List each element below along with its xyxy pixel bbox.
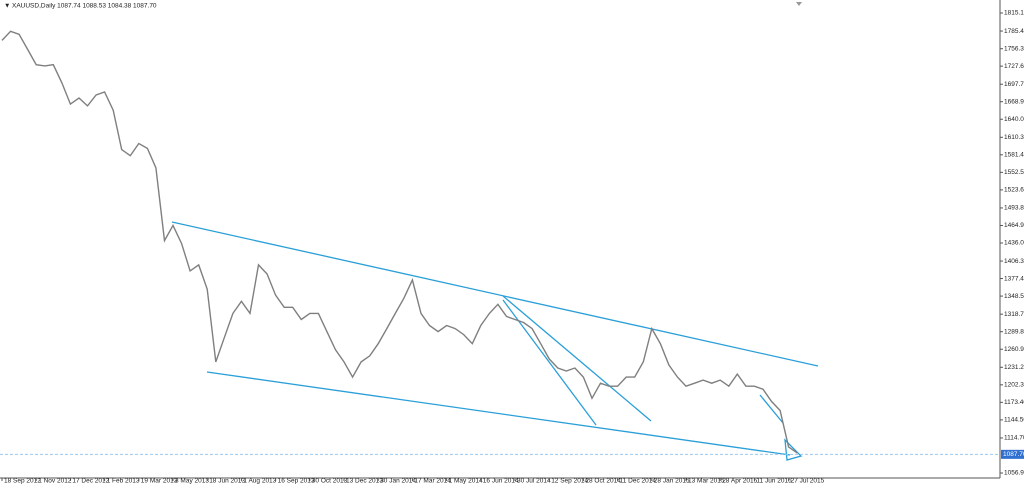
x-tick-label: 28 Apr 2015	[722, 478, 757, 485]
y-tick-label: 1436.05	[1004, 240, 1024, 247]
y-tick-label: 1144.50	[1004, 417, 1024, 424]
x-tick-label: 28 Jan 2015	[654, 478, 690, 485]
x-tick-label: 1 Nov 2012	[38, 478, 72, 485]
x-tick-label: 17 Dec 2012	[72, 478, 109, 485]
upper-channel-line	[171, 221, 819, 367]
x-tick-label: 30 Jan 2014	[380, 478, 416, 485]
x-tick-label: 13 Dec 2013	[346, 478, 383, 485]
triangle-pattern	[784, 438, 803, 461]
current-price-label: 1087.70	[1003, 451, 1024, 458]
lower-channel-line	[206, 371, 791, 456]
y-tick-label: 1406.30	[1004, 258, 1024, 265]
x-tick-label: 1 Aug 2013	[243, 478, 276, 485]
x-tick-label: 30 Jul 2014	[517, 478, 551, 485]
y-tick-label: 1173.40	[1004, 399, 1024, 406]
y-tick-label: 1464.95	[1004, 222, 1024, 229]
x-tick-label: 1 May 2014	[449, 478, 483, 485]
y-tick-label: 1289.85	[1004, 328, 1024, 335]
y-tick-label: 1581.45	[1004, 152, 1024, 159]
title-arrow: ▼	[4, 3, 10, 10]
y-tick-label: 1377.45	[1004, 275, 1024, 282]
x-tick-label: 30 Oct 2013	[312, 478, 348, 485]
y-tick-label: 1056.95	[1004, 470, 1024, 477]
y-tick-label: 1493.85	[1004, 205, 1024, 212]
x-tick-label: 16 Sep 2013	[278, 478, 315, 485]
short-line	[759, 394, 784, 424]
y-tick-label: 1552.50	[1004, 169, 1024, 176]
x-tick-label: 18 Sep 2012	[4, 478, 41, 485]
x-tick-label: 1 Feb 2013	[107, 478, 140, 485]
x-tick-label: 13 Mar 2015	[688, 478, 725, 485]
current-price-box	[1001, 449, 1024, 459]
y-tick-label: 1610.30	[1004, 134, 1024, 141]
y-tick-label: 1202.30	[1004, 382, 1024, 389]
y-tick-label: 1114.70	[1004, 435, 1024, 442]
wedge-line	[502, 295, 652, 422]
x-tick-label: 18 Jun 2013	[209, 478, 245, 485]
y-tick-label: 1231.20	[1004, 364, 1024, 371]
x-tick-label: 11 Jun 2015	[756, 478, 792, 485]
x-tick-label: 28 Oct 2014	[585, 478, 621, 485]
price-line	[1, 30, 798, 454]
shift-marker	[796, 2, 802, 6]
y-tick-label: 1318.75	[1004, 311, 1024, 318]
x-tick-label: 19 Mar 2013	[141, 478, 178, 485]
x-tick-label: 3 May 2013	[175, 478, 209, 485]
y-tick-label: 1727.60	[1004, 63, 1024, 70]
x-tick-label: 17 Mar 2014	[414, 478, 451, 485]
y-tick-label: 1756.30	[1004, 45, 1024, 52]
y-tick-label: 1523.60	[1004, 187, 1024, 194]
x-tick-label: 12 Sep 2014	[551, 478, 588, 485]
y-tick-label: 1260.95	[1004, 346, 1024, 353]
y-tick-label: 1348.55	[1004, 293, 1024, 300]
y-tick-label: 1815.15	[1004, 10, 1024, 17]
chart-title: XAUUSD,Daily 1087.74 1088.53 1084.38 108…	[12, 3, 157, 10]
x-tick-label: 11 Dec 2014	[620, 478, 657, 485]
y-tick-label: 1668.95	[1004, 98, 1024, 105]
y-tick-label: 1785.40	[1004, 28, 1024, 35]
y-tick-label: 1640.05	[1004, 116, 1024, 123]
x-tick-label: 16 Jun 2014	[483, 478, 519, 485]
x-tick-label: 27 Jul 2015	[791, 478, 825, 485]
y-tick-label: 1697.75	[1004, 81, 1024, 88]
